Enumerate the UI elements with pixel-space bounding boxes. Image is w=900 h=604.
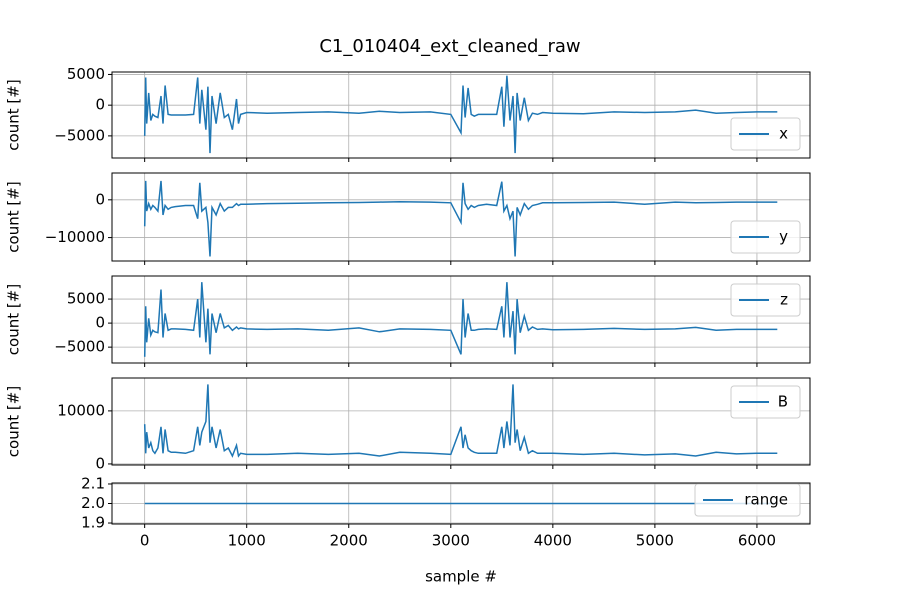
y-axis-label: count [#] [5, 284, 23, 355]
x-tick-label: 2000 [330, 532, 368, 550]
axes-frame [111, 71, 811, 159]
axes-frame [111, 172, 811, 262]
data-line [143, 282, 778, 357]
legend-label: z [780, 291, 788, 309]
y-tick-label: 1.9 [81, 514, 105, 532]
legend-box [694, 483, 801, 517]
y-axis-label: count [#] [5, 386, 23, 457]
legend-label: B [778, 393, 788, 411]
y-tick-label: 0 [95, 454, 105, 472]
x-tick-label: 0 [140, 532, 150, 550]
y-axis-label: count [#] [5, 79, 23, 150]
axes-frame [111, 377, 811, 466]
data-line [143, 384, 778, 458]
x-tick-label: 5000 [636, 532, 674, 550]
legend-label: x [779, 125, 788, 143]
y-tick-label: 0 [95, 190, 105, 208]
y-tick-label: −5000 [54, 126, 105, 144]
figure-title: C1_010404_ext_cleaned_raw [319, 36, 580, 57]
x-tick-label: 4000 [534, 532, 572, 550]
y-tick-label: 5000 [67, 290, 105, 308]
x-tick-label: 6000 [738, 532, 776, 550]
y-tick-label: 2.1 [81, 474, 105, 492]
y-tick-label: −5000 [54, 338, 105, 356]
data-line [143, 75, 778, 154]
legend-label: range [744, 491, 788, 509]
y-tick-label: 2.0 [81, 494, 105, 512]
y-tick-label: 0 [95, 96, 105, 114]
axes-frame [111, 275, 811, 364]
y-axis-label: count [#] [5, 181, 23, 252]
x-tick-label: 1000 [228, 532, 266, 550]
x-tick-label: 3000 [432, 532, 470, 550]
data-line [143, 180, 778, 257]
x-axis-label: sample # [425, 568, 497, 586]
y-tick-label: 10000 [57, 401, 105, 419]
y-tick-label: 5000 [67, 65, 105, 83]
y-tick-label: 0 [95, 314, 105, 332]
y-tick-label: −10000 [45, 228, 105, 246]
legend-label: y [779, 228, 788, 246]
axes-frame [111, 482, 811, 525]
